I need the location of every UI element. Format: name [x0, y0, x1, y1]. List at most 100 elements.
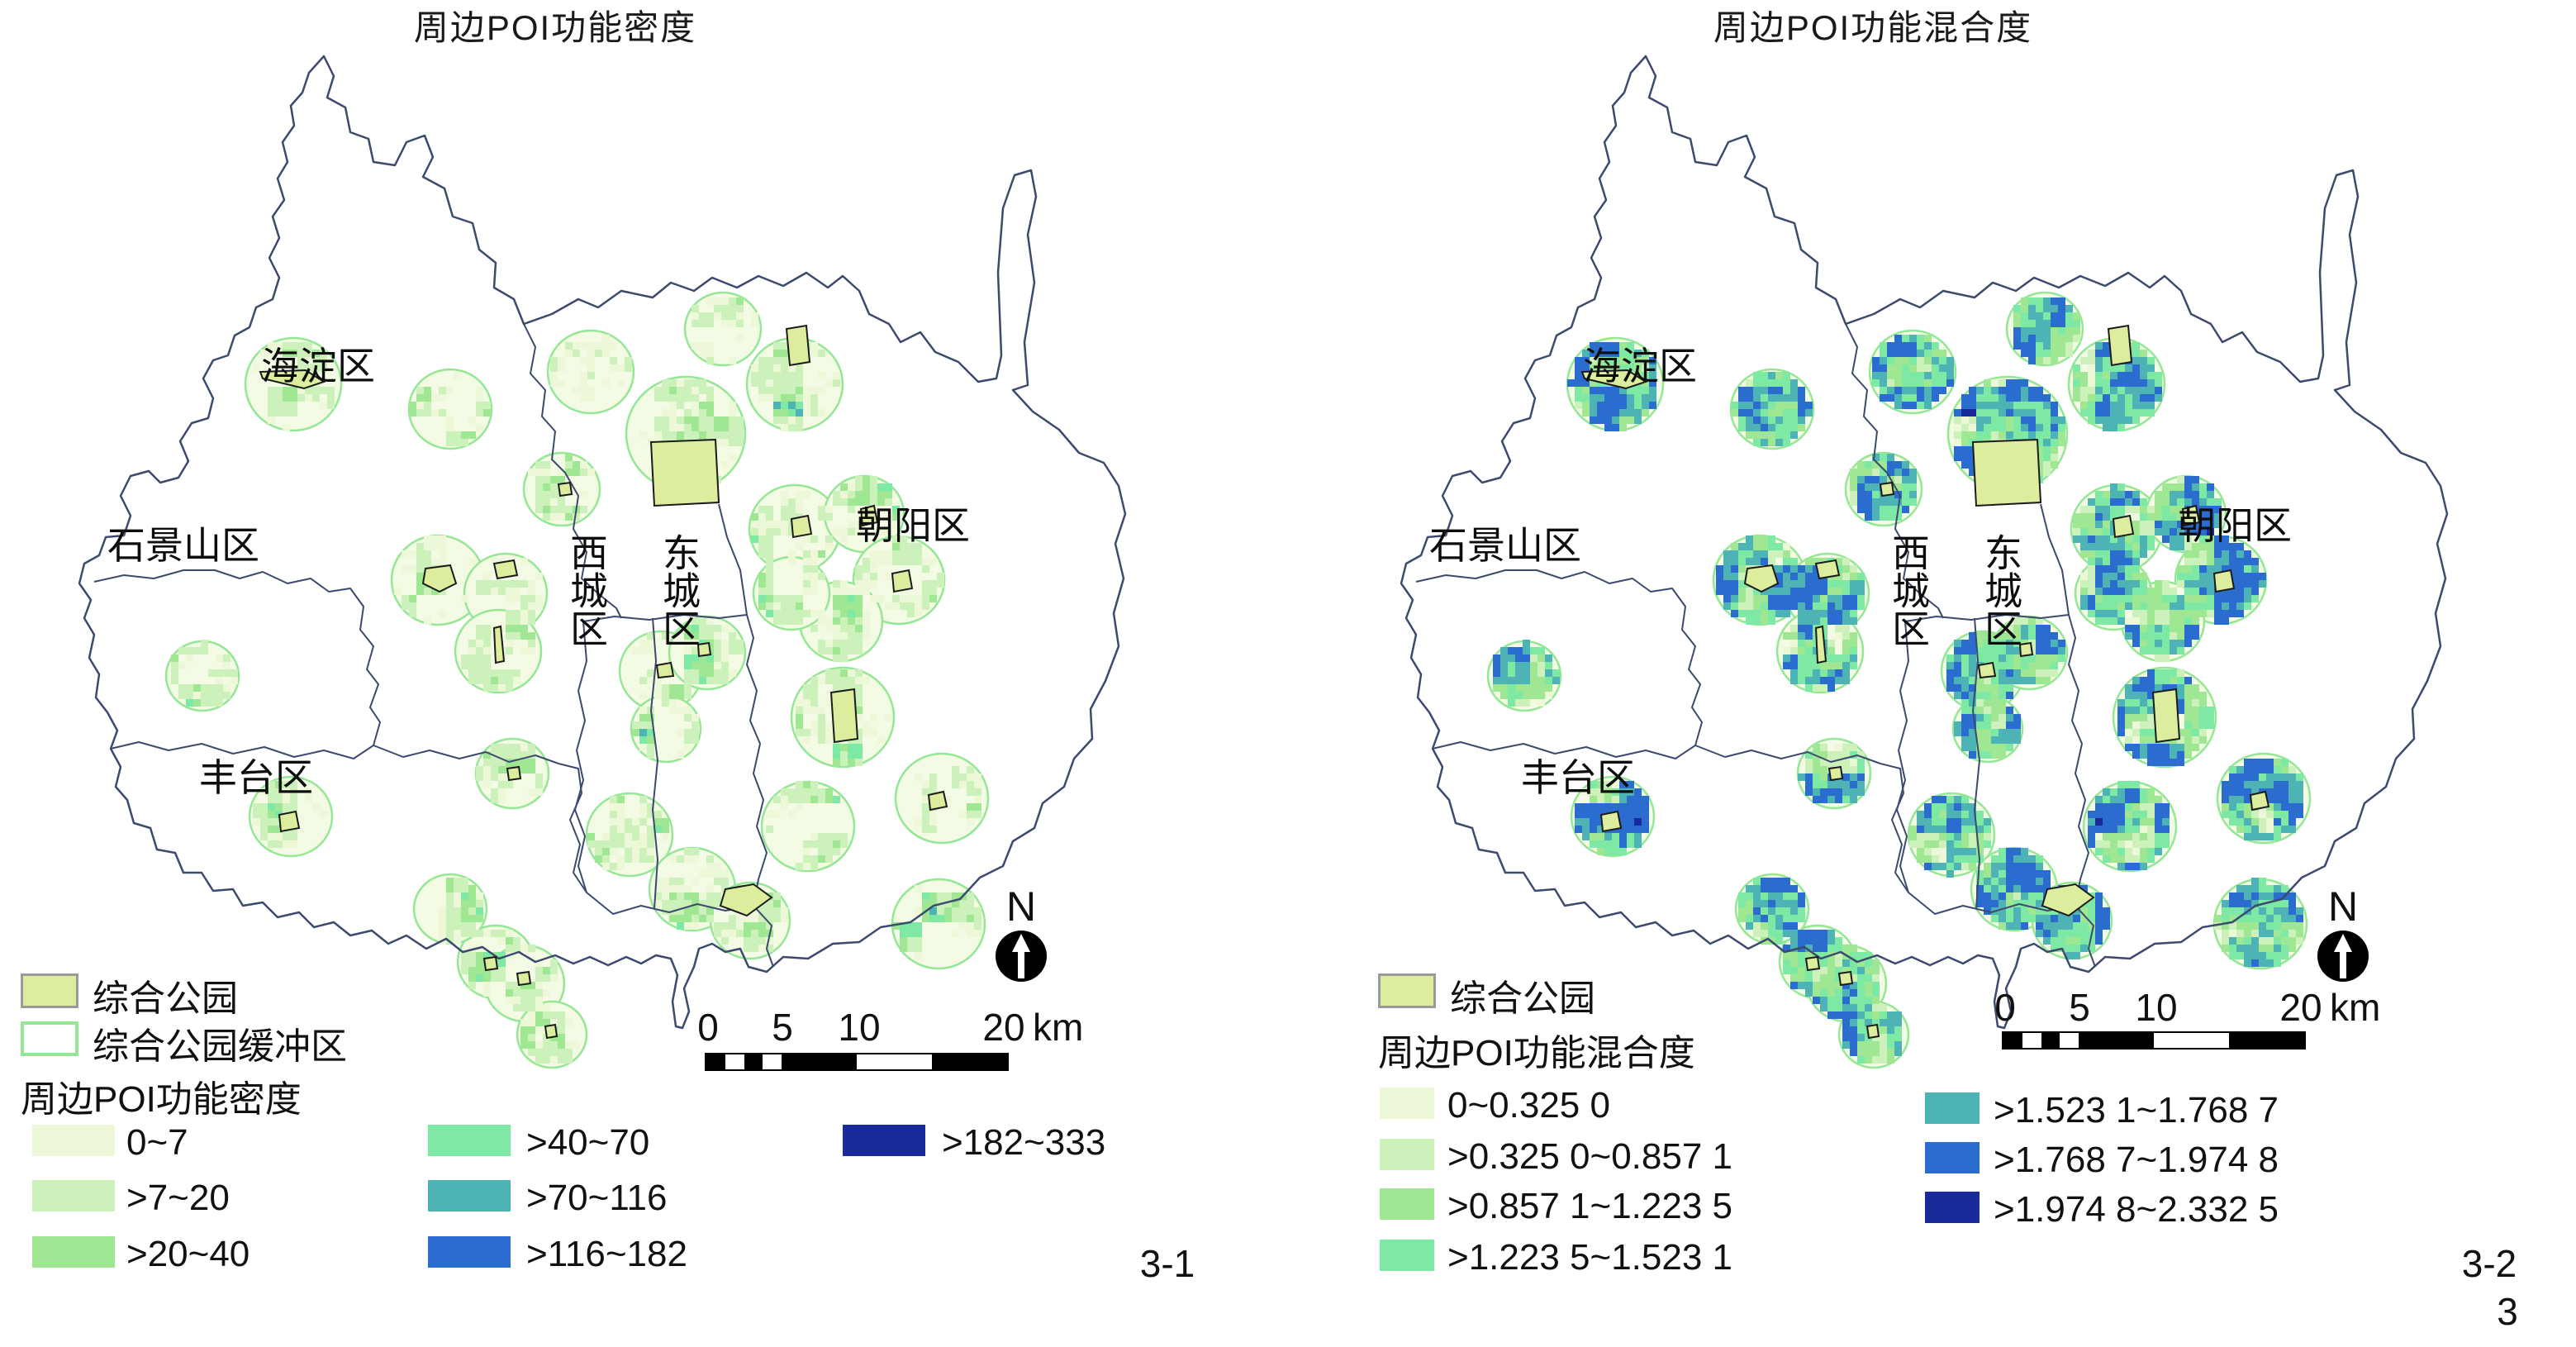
right-class-swatch-3	[1380, 1188, 1434, 1220]
left-park-label: 综合公园	[93, 978, 238, 1019]
right-scalebar	[2002, 1031, 2306, 1050]
right-class-label-7: >1.974 8~2.332 5	[1994, 1189, 2279, 1230]
right-scalebar-tick-5: 5	[2069, 986, 2090, 1029]
left-class-label-3: >20~40	[126, 1234, 250, 1274]
left-class-swatch-5	[428, 1180, 511, 1211]
scalebar-segment	[2022, 1033, 2041, 1048]
left-scalebar-unit: km	[1033, 1006, 1084, 1049]
comprehensive-park-polygon	[927, 790, 948, 812]
district-label-朝阳区: 朝阳区	[2178, 504, 2292, 547]
right-scalebar-tick-20: 20	[2279, 986, 2322, 1029]
comprehensive-park-polygon	[2249, 790, 2270, 812]
comprehensive-park-polygon	[259, 369, 326, 390]
comprehensive-park-polygon	[2041, 883, 2095, 917]
comprehensive-park-polygon	[1580, 369, 1648, 390]
comprehensive-park-polygon	[1865, 1023, 1880, 1040]
right-park-swatch	[1378, 973, 1436, 1008]
district-label-东城区: 东城区	[658, 533, 701, 647]
right-class-label-4: >1.223 5~1.523 1	[1447, 1237, 1732, 1278]
comprehensive-park-polygon	[2107, 324, 2133, 367]
comprehensive-park-polygon	[1977, 661, 1997, 679]
district-inner-boundary	[650, 617, 658, 910]
district-inner-boundary	[1972, 617, 1980, 910]
right-class-swatch-4	[1380, 1240, 1434, 1271]
comprehensive-park-polygon	[891, 569, 914, 593]
left-buffer-label: 综合公园缓冲区	[93, 1026, 347, 1067]
scalebar-segment	[932, 1054, 1007, 1069]
scalebar-segment	[706, 1054, 725, 1069]
left-buffer-swatch	[21, 1021, 78, 1056]
district-inner-boundary	[1845, 323, 1944, 619]
district-label-海淀区: 海淀区	[261, 345, 375, 388]
left-class-swatch-1	[32, 1125, 115, 1156]
comprehensive-park-polygon	[1971, 438, 2042, 507]
scalebar-segment	[2003, 1033, 2022, 1048]
scalebar-segment	[2079, 1033, 2154, 1048]
district-inner-boundary	[718, 503, 748, 616]
scalebar-segment	[782, 1054, 857, 1069]
right-class-swatch-1	[1380, 1088, 1434, 1119]
comprehensive-park-polygon	[2151, 688, 2181, 744]
scalebar-segment	[763, 1054, 782, 1069]
comprehensive-park-polygon	[278, 810, 301, 833]
district-label-丰台区: 丰台区	[1521, 756, 1635, 799]
left-class-label-6: >116~182	[526, 1234, 687, 1274]
comprehensive-park-polygon	[1743, 564, 1780, 593]
comprehensive-park-polygon	[790, 514, 813, 539]
right-map-title: 周边POI功能混合度	[1713, 8, 2033, 47]
comprehensive-park-polygon	[649, 438, 720, 507]
district-label-石景山区: 石景山区	[1429, 524, 1581, 567]
right-class-label-5: >1.523 1~1.768 7	[1994, 1090, 2279, 1130]
comprehensive-park-polygon	[482, 955, 499, 972]
scalebar-segment	[2229, 1033, 2304, 1048]
comprehensive-park-polygon	[719, 883, 773, 917]
left-class-swatch-4	[428, 1125, 511, 1156]
left-class-swatch-3	[32, 1236, 115, 1268]
comprehensive-park-polygon	[506, 765, 522, 782]
page-number: 3	[2497, 1290, 2518, 1333]
comprehensive-park-polygon	[2018, 641, 2034, 658]
left-scalebar-tick-20: 20	[982, 1006, 1025, 1049]
comprehensive-park-polygon	[544, 1023, 558, 1040]
comprehensive-park-polygon	[859, 504, 879, 527]
scalebar-segment	[744, 1054, 763, 1069]
comprehensive-park-polygon	[1879, 481, 1895, 497]
comprehensive-park-polygon	[2181, 504, 2201, 527]
left-class-swatch-6	[428, 1236, 511, 1268]
left-scalebar-tick-0: 0	[697, 1006, 719, 1049]
left-scalebar-tick-5: 5	[772, 1006, 793, 1049]
comprehensive-park-polygon	[1827, 765, 1844, 782]
right-scalebar-unit: km	[2330, 986, 2381, 1029]
right-class-swatch-2	[1380, 1139, 1434, 1170]
right-class-label-2: >0.325 0~0.857 1	[1447, 1136, 1732, 1177]
district-label-西城区: 西城区	[565, 533, 608, 647]
comprehensive-park-polygon	[1814, 625, 1827, 664]
left-class-label-4: >40~70	[526, 1122, 650, 1163]
comprehensive-park-polygon	[492, 625, 506, 664]
scalebar-segment	[2154, 1033, 2229, 1048]
comprehensive-park-polygon	[516, 970, 532, 987]
scalebar-segment	[2060, 1033, 2079, 1048]
district-label-东城区: 东城区	[1980, 533, 2022, 647]
district-inner-boundary	[753, 905, 774, 968]
density-map-layer	[78, 55, 1127, 1069]
right-north-label: N	[2327, 883, 2359, 930]
comprehensive-park-polygon	[1599, 810, 1623, 833]
right-figure-number: 3-2	[2461, 1242, 2517, 1285]
scalebar-segment	[725, 1054, 744, 1069]
left-class-swatch-2	[32, 1180, 115, 1211]
comprehensive-park-polygon	[655, 661, 675, 679]
right-class-label-1: 0~0.325 0	[1447, 1085, 1610, 1126]
left-class-label-7: >182~333	[942, 1122, 1106, 1163]
comprehensive-park-polygon	[492, 559, 519, 580]
left-class-label-2: >7~20	[126, 1178, 230, 1218]
comprehensive-park-polygon	[1814, 559, 1841, 580]
right-class-swatch-5	[1925, 1092, 1980, 1124]
right-class-swatch-6	[1925, 1142, 1980, 1173]
comprehensive-park-polygon	[2112, 514, 2135, 539]
right-class-label-3: >0.857 1~1.223 5	[1447, 1186, 1732, 1226]
left-north-arrow-icon	[996, 931, 1047, 982]
left-park-swatch	[21, 973, 78, 1008]
right-scalebar-tick-10: 10	[2135, 986, 2178, 1029]
